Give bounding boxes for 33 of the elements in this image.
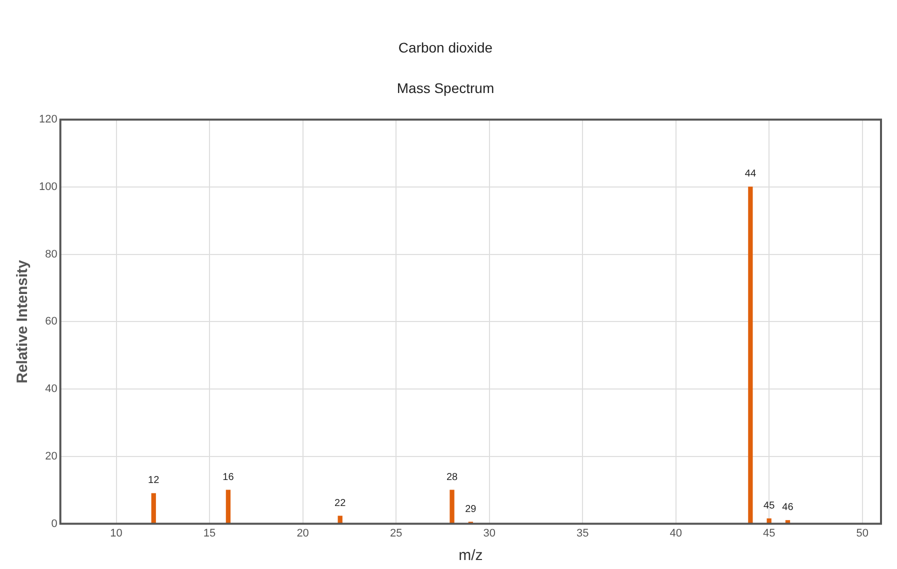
x-tick-label: 15 [203, 527, 216, 540]
x-tick-label: 25 [390, 527, 402, 540]
annotation: 44 [744, 168, 756, 180]
x-tick-label: 50 [856, 527, 868, 540]
x-tick-label: 40 [670, 527, 682, 540]
x-tick-label: 10 [110, 527, 122, 540]
annotation: 46 [782, 502, 794, 514]
x-tick-label: 45 [762, 527, 776, 540]
annotation: 45 [764, 500, 776, 512]
x-axis-title: m/z [458, 547, 483, 564]
x-tick-label: 35 [576, 527, 589, 540]
y-tick-label: 120 [38, 114, 58, 126]
annotation: 29 [465, 504, 477, 515]
bar [226, 490, 231, 524]
annotation: 28 [446, 472, 458, 483]
y-tick-label: 0 [51, 518, 58, 530]
y-tick-label: 100 [38, 181, 58, 193]
bar [450, 490, 454, 524]
bar [151, 493, 156, 524]
x-tick-label: 20 [296, 527, 309, 540]
y-axis-title: Relative Intensity [14, 259, 32, 384]
bar [748, 186, 753, 524]
annotation: 22 [334, 498, 346, 509]
annotation: 16 [222, 472, 234, 483]
y-tick-label: 40 [45, 383, 58, 396]
y-tick-label: 60 [45, 316, 58, 328]
x-tick-label: 30 [483, 527, 496, 540]
y-tick-label: 80 [45, 248, 58, 260]
chart-subtitle: Mass Spectrum [396, 80, 494, 96]
chart-title: Carbon dioxide [398, 39, 493, 56]
bar [338, 516, 342, 524]
annotation: 12 [148, 475, 160, 486]
y-tick-label: 20 [45, 450, 58, 462]
